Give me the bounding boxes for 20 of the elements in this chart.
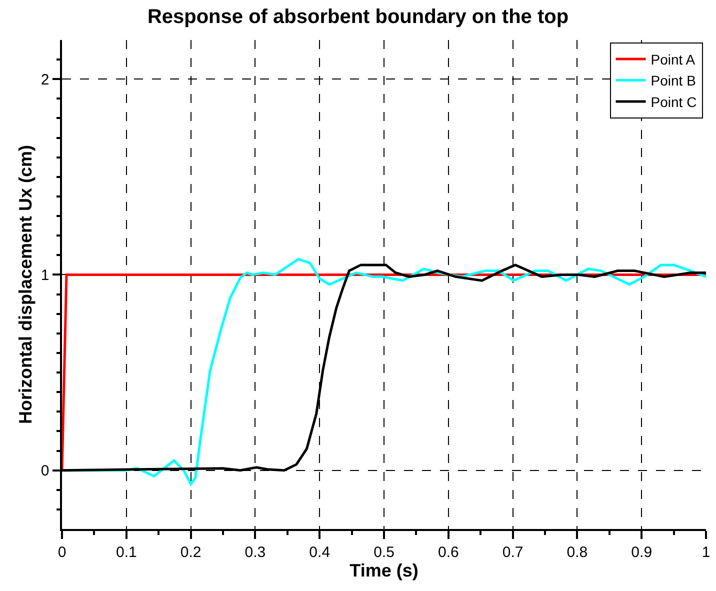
x-tick-label: 0 [58,544,66,561]
x-tick-label: 0.7 [502,544,524,561]
x-tick-label: 0.2 [180,544,202,561]
x-tick-label: 1 [702,544,710,561]
x-tick-label: 0.3 [244,544,266,561]
chart-title: Response of absorbent boundary on the top [147,6,569,28]
x-tick-label: 0.4 [309,544,330,561]
legend-label: Point A [650,52,696,68]
x-tick-label: 0.8 [566,544,588,561]
x-tick-label: 0.1 [116,544,137,561]
x-tick-label: 0.9 [631,544,652,561]
x-tick-label: 0.6 [438,544,459,561]
legend-label: Point C [650,94,697,110]
x-axis-title: Time (s) [350,560,418,581]
y-tick-label: 0 [40,462,50,480]
legend-label: Point B [650,72,696,89]
y-tick-label: 2 [40,71,50,88]
y-tick-label: 1 [40,266,50,284]
x-tick-label: 0.5 [374,544,394,561]
y-axis-title: Horizontal displacement Ux (cm) [16,144,36,424]
